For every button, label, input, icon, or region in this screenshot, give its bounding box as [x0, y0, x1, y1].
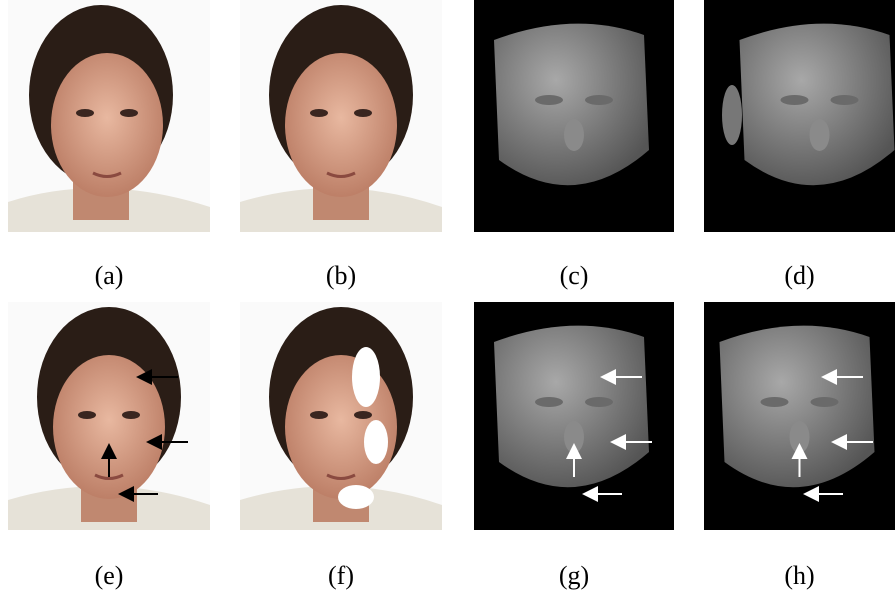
panel: [240, 0, 442, 232]
eye: [310, 411, 328, 419]
mesh-eye: [535, 397, 563, 407]
panel-label: (a): [95, 261, 124, 290]
panel-label: (d): [784, 261, 814, 290]
highlight: [364, 420, 388, 464]
mesh-eye: [831, 95, 859, 105]
mesh-eye: [535, 95, 563, 105]
mesh-eye: [781, 95, 809, 105]
eye: [76, 109, 94, 117]
panel: [8, 0, 210, 232]
panel: [474, 302, 674, 530]
mesh-nose: [564, 119, 584, 151]
eye: [78, 411, 96, 419]
panel-label: (f): [328, 561, 354, 590]
mesh-eye: [811, 397, 839, 407]
mesh-eye: [585, 95, 613, 105]
mesh-eye: [585, 397, 613, 407]
panel: [240, 302, 442, 530]
mesh-eye: [761, 397, 789, 407]
highlight: [338, 485, 374, 509]
panel-label: (b): [326, 261, 356, 290]
figure: (a) (b) (c) (d) (e) (f) (g) (h): [0, 0, 895, 596]
panel-label: (g): [559, 561, 589, 590]
panel-label: (c): [560, 261, 589, 290]
panel: [8, 302, 210, 530]
eye: [122, 411, 140, 419]
mesh-face: [720, 326, 875, 488]
ear: [722, 85, 742, 145]
eye: [354, 109, 372, 117]
mesh-face: [494, 24, 649, 186]
panel-label: (e): [95, 561, 124, 590]
panel: [704, 302, 895, 530]
mesh-nose: [810, 119, 830, 151]
eye: [120, 109, 138, 117]
mesh-face: [494, 326, 649, 488]
panel: [474, 0, 674, 232]
eye: [310, 109, 328, 117]
mesh-face: [740, 24, 895, 186]
panel-label: (h): [784, 561, 814, 590]
highlight: [352, 347, 380, 407]
eye: [354, 411, 372, 419]
panel: [704, 0, 895, 232]
